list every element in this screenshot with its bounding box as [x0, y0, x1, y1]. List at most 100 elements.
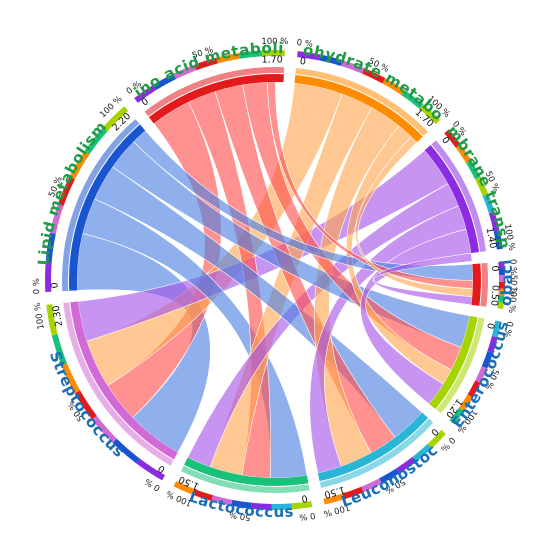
tick-zero-streptococcus: 0	[156, 462, 167, 475]
tick-zero-leuconostoc: 0	[428, 426, 440, 438]
scale-ring-segment	[136, 458, 166, 481]
scale-ring-segment	[92, 415, 117, 443]
chord-lactobacillus-amino	[266, 81, 474, 289]
scale-zero-enterococcus: 0 %	[501, 320, 514, 338]
tick-zero-membrane: 0	[439, 135, 451, 147]
scale-full-streptococcus: 100 %	[33, 302, 47, 330]
scale-ring-segment	[49, 203, 64, 234]
segment-arc-leuconostoc	[317, 412, 429, 482]
scale-ring-segment	[69, 150, 90, 180]
scale-ring-segment	[419, 104, 441, 125]
scale-full-lactobacillus: 100 %	[506, 286, 518, 314]
scale-ring-segment	[153, 73, 176, 91]
scale-ring-segment	[173, 481, 195, 495]
scale-ring-segment	[396, 456, 417, 474]
segment-band-amino	[144, 66, 285, 117]
tick-zero-lipid: 0	[49, 282, 60, 288]
scale-ring-segment	[498, 288, 505, 296]
segment-arc-lactobacillus	[471, 263, 481, 306]
tick-zero-lactobacillus: 0	[489, 265, 500, 272]
scale-ring-segment	[488, 211, 500, 232]
scale-ring-segment	[487, 336, 498, 354]
scale-ring-segment	[261, 49, 285, 57]
chord-enterococcus-carbo	[346, 125, 452, 385]
tick-total-lactobacillus: 0.50	[488, 285, 500, 307]
scale-ring-segment	[362, 68, 386, 84]
scale-ring-segment	[341, 60, 365, 74]
scale-ring-segment	[401, 90, 424, 109]
segment-arc-lactococcus	[184, 457, 309, 487]
scale-ring-segment	[455, 144, 472, 164]
scale-ring-segment	[216, 52, 240, 64]
scale-ring-segment	[498, 261, 505, 269]
scale-ring-segment	[251, 502, 272, 510]
scale-ring-segment	[491, 320, 502, 338]
scale-ring-segment	[46, 304, 58, 336]
scale-half-lactococcus: 50 %	[229, 509, 252, 522]
segment-band-membrane	[431, 140, 487, 252]
scale-ring-segment	[319, 54, 343, 66]
segment-band-lipid	[61, 119, 140, 292]
scale-full-amino: 100 %	[261, 37, 288, 47]
segment-arc-carbo	[294, 75, 423, 143]
scale-ring-segment	[412, 444, 432, 462]
scale-ring-segment	[497, 295, 505, 303]
segment-arc-lipid	[69, 124, 146, 291]
outer-scale-ring	[45, 49, 505, 510]
tick-zero-lactococcus: 0	[301, 492, 308, 504]
scale-ring-segment	[342, 486, 364, 500]
scale-ring-segment	[498, 275, 505, 282]
scale-half-lactobacillus: 50 %	[508, 275, 518, 297]
scale-zero-carbo: 0 %	[296, 38, 313, 50]
scale-ring-segment	[498, 268, 505, 276]
scale-ring-segment	[291, 501, 313, 510]
scale-ring-segment	[173, 64, 197, 80]
segment-band-enterococcus	[436, 317, 485, 414]
scale-zero-lactococcus: 0 %	[299, 510, 316, 522]
scale-ring-segment	[498, 281, 505, 289]
scale-ring-segment	[45, 262, 52, 293]
scale-ring-segment	[271, 503, 292, 510]
segment-arc-enterococcus	[429, 315, 478, 410]
scale-ring-segment	[379, 468, 400, 484]
scale-ring-segment	[238, 50, 263, 59]
chord-leuconostoc-membrane	[309, 205, 467, 474]
scale-ring-segment	[449, 407, 464, 425]
tick-total-amino: 1.70	[262, 54, 283, 65]
segment-band-leuconostoc	[319, 418, 434, 488]
scale-ring-segment	[112, 438, 140, 464]
tick-zero-amino: 0	[140, 96, 151, 108]
scale-ring-segment	[84, 127, 108, 155]
scale-ring-segment	[192, 488, 214, 502]
scale-ring-segment	[444, 129, 461, 148]
segment-band-lactobacillus	[480, 262, 488, 307]
scale-ring-segment	[361, 478, 382, 493]
scale-ring-segment	[74, 390, 97, 420]
scale-ring-segment	[466, 159, 481, 180]
segment-band-lactococcus	[180, 465, 310, 493]
segment-band-carbo	[295, 68, 428, 136]
scale-ring-segment	[211, 495, 233, 506]
scale-ring-segment	[497, 301, 504, 309]
tick-total-streptococcus: 2.30	[51, 305, 65, 328]
scale-ring-segment	[481, 351, 494, 369]
tick-zero-enterococcus: 0	[484, 322, 496, 330]
scale-ring-segment	[493, 230, 503, 250]
chord-ribbons	[76, 81, 474, 479]
tick-total-membrane: 1.40	[484, 227, 499, 250]
scale-ring-segment	[467, 380, 481, 398]
scale-ring-segment	[103, 106, 129, 132]
tick-zero-carbo: 0	[299, 56, 306, 68]
segment-arc-membrane	[424, 145, 480, 254]
scale-ring-segment	[382, 78, 405, 96]
scale-ring-segment	[482, 193, 495, 214]
segment-arcs	[61, 66, 488, 493]
scale-ring-segment	[297, 51, 321, 61]
scale-zero-lipid: 0 %	[32, 278, 42, 294]
scale-ring-segment	[194, 57, 218, 71]
scale-ring-segment	[45, 232, 56, 263]
scale-ring-segment	[475, 366, 488, 384]
scale-ring-segment	[427, 429, 446, 449]
scale-ring-segment	[323, 493, 345, 505]
